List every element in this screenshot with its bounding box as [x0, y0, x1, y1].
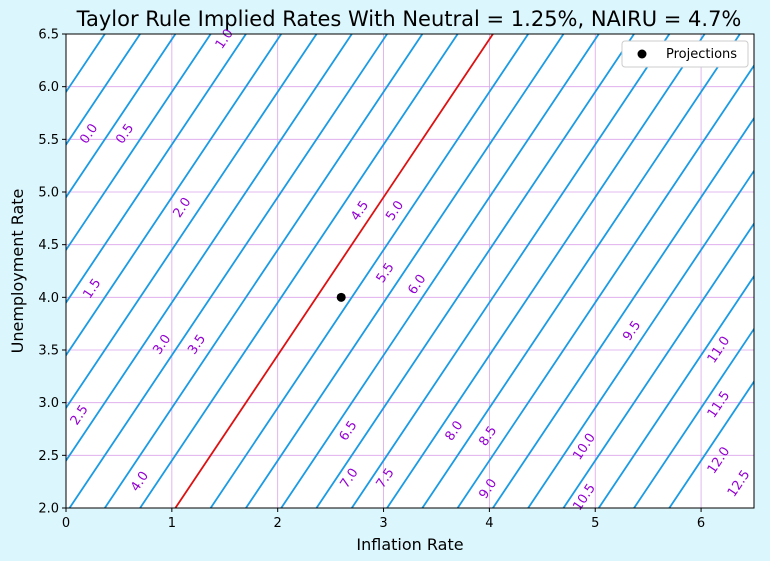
contour-line-4: [68, 34, 388, 508]
contour-line-1: [66, 34, 177, 199]
x-tick-label: 4: [485, 516, 493, 531]
scatter-points: [336, 292, 346, 302]
contour-line-9: [421, 34, 741, 508]
contour-line-3-5: [66, 34, 353, 463]
contour-line-10: [492, 116, 754, 508]
x-tick-label: 1: [168, 516, 176, 531]
chart-title: Taylor Rule Implied Rates With Neutral =…: [76, 7, 742, 31]
plot-area: [66, 34, 754, 508]
contour-line-12-5: [668, 379, 754, 508]
y-ticks: 2.0 2.5 3.0 3.5 4.0 4.5 5.0 5.5 6.0 6.5: [38, 28, 66, 517]
contour-line-0-5: [66, 34, 141, 147]
legend: Projections: [621, 40, 749, 68]
contour-line-11-5: [598, 274, 754, 508]
y-axis-label: Unemployment Rate: [8, 189, 27, 354]
y-tick-label: 6.5: [38, 28, 59, 43]
contour-line-1-5: [66, 34, 212, 252]
y-tick-label: 2.0: [38, 502, 59, 517]
y-tick-label: 4.5: [38, 238, 59, 253]
contour-line-5-5: [174, 34, 494, 508]
contour-line-7-5: [315, 34, 635, 508]
contour-line-2: [66, 34, 247, 305]
legend-marker-projections: [637, 49, 647, 59]
contour-line-8: [351, 34, 671, 508]
contour-line-8-5: [386, 34, 706, 508]
grid: [66, 34, 754, 508]
y-tick-label: 6.0: [38, 80, 59, 95]
y-tick-label: 2.5: [38, 449, 59, 464]
x-tick-label: 0: [62, 516, 70, 531]
y-tick-label: 5.0: [38, 186, 59, 201]
x-tick-label: 3: [379, 516, 387, 531]
projection-point: [336, 292, 346, 302]
contour-line-4-5: [104, 34, 424, 508]
contour-line-11: [562, 221, 754, 508]
plot-frame: [65, 33, 755, 509]
x-tick-label: 2: [274, 516, 282, 531]
contour-line-5: [139, 34, 459, 508]
contour-line-3: [66, 34, 318, 410]
x-tick-label: 5: [591, 516, 599, 531]
contour-lines: [66, 34, 754, 508]
contour-line-12: [633, 327, 754, 508]
contour-line-6: [209, 34, 529, 508]
x-axis-label: Inflation Rate: [356, 535, 463, 554]
y-tick-label: 3.0: [38, 396, 59, 411]
y-tick-label: 5.5: [38, 133, 59, 148]
contour-line-6-5: [245, 34, 565, 508]
y-tick-label: 3.5: [38, 344, 59, 359]
legend-box: [621, 40, 749, 68]
contour-line-10-5: [527, 169, 754, 508]
contour-line-2-5: [66, 34, 282, 357]
x-ticks: 0 1 2 3 4 5 6: [62, 508, 705, 531]
contour-line-9-5: [456, 63, 754, 508]
legend-label-projections: Projections: [666, 47, 737, 62]
x-tick-label: 6: [697, 516, 705, 531]
y-tick-label: 4.0: [38, 291, 59, 306]
contour-line-7: [280, 34, 600, 508]
